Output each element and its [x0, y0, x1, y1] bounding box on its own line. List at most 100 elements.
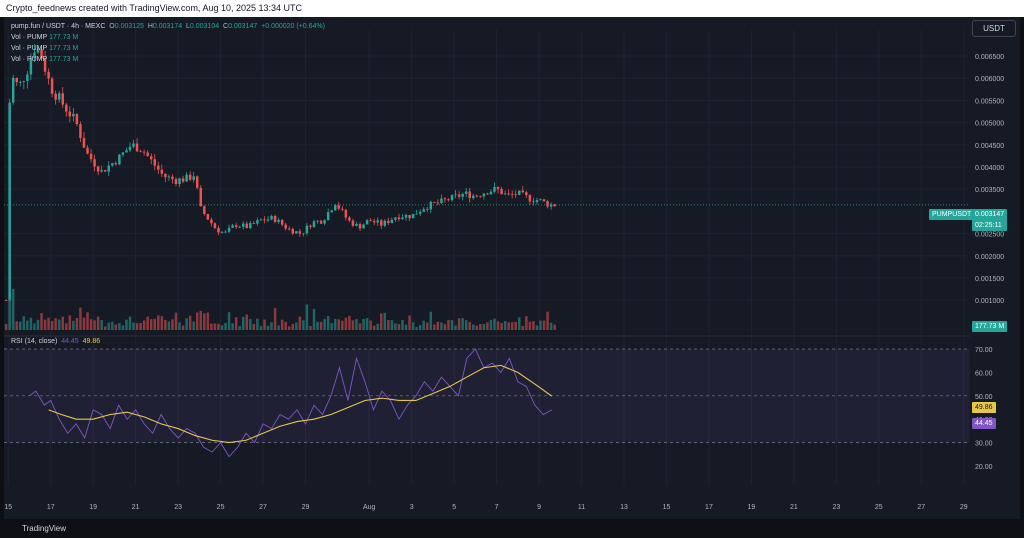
- candle-body: [450, 194, 454, 201]
- candle-body: [72, 113, 75, 117]
- candle-body: [263, 219, 266, 221]
- candle-body: [245, 223, 249, 229]
- candle-body: [443, 198, 447, 200]
- candle-body: [302, 233, 305, 235]
- volume-bar: [532, 321, 535, 330]
- rsi-legend[interactable]: RSI (14, close) 44.45 49.86: [11, 338, 100, 345]
- candle-body: [132, 143, 135, 147]
- candle-body: [394, 217, 397, 220]
- volume-value: 177.73 M: [49, 56, 79, 63]
- candle-body: [503, 193, 507, 195]
- volume-bar: [518, 317, 521, 330]
- candle-body: [19, 81, 22, 83]
- volume-value: 177.73 M: [49, 34, 79, 41]
- candle-body: [330, 210, 333, 213]
- chart-attribution: Crypto_feednews created with TradingView…: [0, 0, 1024, 17]
- volume-bar: [231, 323, 234, 330]
- high-value: 0.003174: [152, 23, 183, 30]
- candle-body: [397, 217, 401, 220]
- candle-body: [464, 191, 468, 194]
- candle-body: [241, 223, 245, 227]
- candle-body: [111, 163, 114, 166]
- volume-bar: [394, 323, 397, 330]
- price-tick-label: 0.003500: [975, 187, 1004, 194]
- time-tick-label: 17: [705, 504, 713, 511]
- candle-body: [149, 156, 153, 160]
- symbol-name[interactable]: pump.fun / USDT · 4h · MEXC: [11, 23, 106, 30]
- rsi-tag: 44.45: [972, 418, 996, 429]
- candle-body: [351, 220, 355, 226]
- candle-body: [146, 152, 149, 157]
- time-tick-label: 7: [495, 504, 499, 511]
- volume-bar: [429, 311, 433, 330]
- volume-bar: [121, 325, 125, 330]
- volume-bar: [298, 316, 302, 330]
- candle-body: [532, 201, 535, 203]
- footer-brand[interactable]: TradingView: [0, 519, 1024, 538]
- volume-bar: [213, 323, 217, 330]
- time-tick-label: 17: [47, 504, 55, 511]
- volume-bar: [542, 320, 546, 330]
- volume-row-1[interactable]: Vol · PUMP 177.73 M: [11, 32, 325, 43]
- volume-bar: [411, 322, 415, 330]
- volume-bar: [447, 319, 450, 330]
- time-tick-label: 3: [410, 504, 414, 511]
- last-price-tag: 0.003147 02:25:11: [972, 209, 1008, 231]
- volume-bar: [489, 319, 493, 330]
- candle-body: [125, 150, 128, 153]
- candle-body: [500, 189, 503, 195]
- candle-body: [539, 199, 542, 201]
- candle-body: [167, 176, 171, 178]
- time-tick-label: 11: [578, 504, 585, 511]
- candle-body: [422, 209, 425, 212]
- candle-body: [22, 81, 26, 82]
- volume-bar: [295, 322, 298, 330]
- candle-body: [344, 209, 348, 218]
- volume-bar: [334, 318, 337, 330]
- candle-body: [192, 176, 195, 180]
- time-tick-label: 19: [89, 504, 97, 511]
- volume-bar: [323, 318, 326, 330]
- currency-button[interactable]: USDT: [972, 20, 1016, 37]
- volume-row-3[interactable]: Vol · PUMP 177.73 M: [11, 54, 325, 65]
- candle-body: [553, 204, 556, 207]
- candle-body: [121, 152, 125, 155]
- volume-bar: [270, 322, 273, 330]
- candle-body: [61, 93, 64, 105]
- candle-body: [401, 217, 404, 220]
- volume-bars: [4, 270, 556, 330]
- volume-bar: [387, 320, 390, 330]
- time-axis: 15 17 19 21 23 25 27 29 Aug 3 5 7 9 11 13 15 17 19 21 23 25 2…: [4, 504, 967, 511]
- candle-body: [316, 220, 319, 222]
- rsi-tag-value: 44.45: [975, 420, 993, 427]
- candle-body: [436, 202, 440, 204]
- volume-bar: [482, 323, 486, 330]
- candle-body: [79, 124, 82, 139]
- candle-body: [153, 159, 156, 166]
- volume-bar: [178, 322, 181, 330]
- candle-body: [36, 49, 40, 53]
- volume-bar: [114, 324, 118, 330]
- candle-body: [447, 199, 450, 201]
- time-tick-label: 21: [132, 504, 140, 511]
- volume-bar: [245, 314, 249, 330]
- volume-bar: [500, 322, 503, 330]
- volume-row-2[interactable]: Vol · PUMP 177.73 M: [11, 43, 325, 54]
- volume-bar: [468, 321, 471, 330]
- candle-body: [220, 231, 224, 233]
- price-tick-label: 0.006500: [975, 54, 1004, 61]
- candle-body: [507, 193, 510, 195]
- volume-bar: [160, 316, 164, 330]
- volume-bar: [433, 324, 436, 330]
- candle-body: [139, 151, 142, 153]
- candle-body: [323, 220, 326, 224]
- volume-bar: [4, 323, 8, 330]
- volume-bar: [50, 320, 54, 330]
- candle-body: [496, 187, 500, 190]
- candle-body: [4, 300, 8, 302]
- candle-body: [287, 228, 291, 230]
- volume-bar: [549, 322, 553, 330]
- candle-body: [372, 221, 376, 223]
- candle-body: [234, 225, 238, 228]
